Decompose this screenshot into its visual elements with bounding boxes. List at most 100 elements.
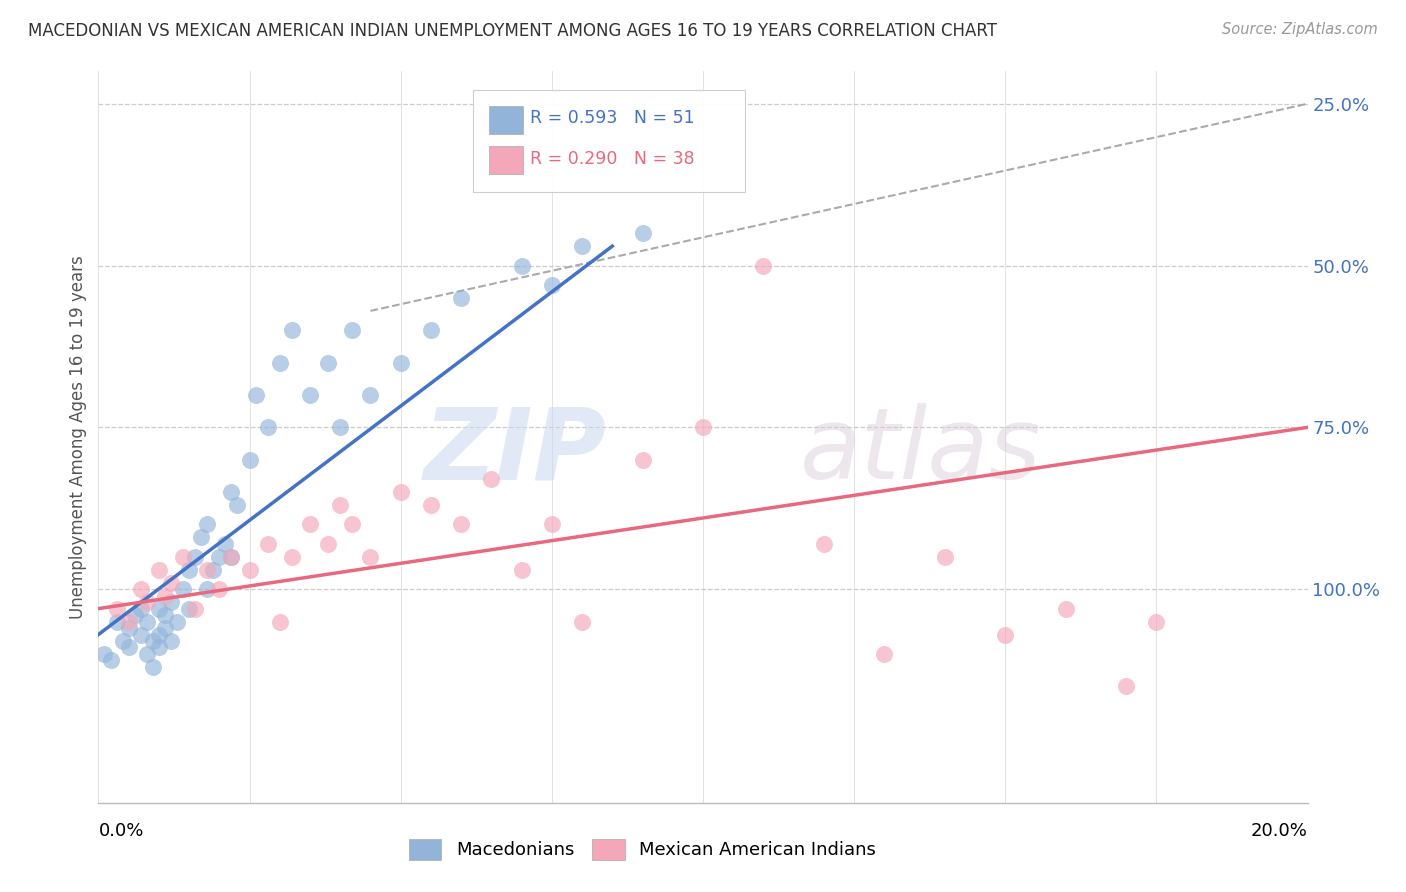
Point (195, 563, 218, 577)
Point (1146, 615, 1168, 629)
Point (135, 615, 157, 629)
Point (105, 601, 128, 615)
Point (148, 563, 170, 577)
Point (226, 498, 249, 512)
Point (281, 323, 304, 337)
Point (256, 420, 278, 434)
Text: 20.0%: 20.0% (1251, 822, 1308, 840)
Point (510, 259, 533, 273)
Point (420, 498, 443, 512)
Point (195, 517, 218, 532)
Legend: Macedonians, Mexican American Indians: Macedonians, Mexican American Indians (402, 831, 883, 867)
Point (142, 660, 165, 674)
Point (245, 388, 267, 402)
Point (221, 485, 243, 500)
Point (118, 615, 141, 629)
Point (124, 608, 146, 623)
Point (239, 452, 262, 467)
Point (221, 549, 243, 564)
Point (269, 356, 291, 370)
Point (153, 589, 176, 603)
Point (214, 537, 236, 551)
Point (118, 621, 141, 635)
Text: MACEDONIAN VS MEXICAN AMERICAN INDIAN UNEMPLOYMENT AMONG AGES 16 TO 19 YEARS COR: MACEDONIAN VS MEXICAN AMERICAN INDIAN UN… (28, 22, 997, 40)
Point (360, 388, 382, 402)
Point (752, 259, 775, 273)
Point (160, 595, 183, 609)
Point (184, 601, 207, 615)
Point (540, 277, 562, 292)
Point (1054, 601, 1077, 615)
Point (148, 640, 170, 655)
Point (190, 530, 212, 544)
Point (342, 517, 364, 532)
Point (172, 582, 194, 597)
Point (129, 601, 152, 615)
Point (540, 517, 562, 532)
Point (153, 608, 176, 623)
Point (142, 634, 165, 648)
Point (129, 627, 152, 641)
Point (239, 563, 262, 577)
Point (281, 549, 304, 564)
Point (450, 291, 472, 305)
Point (450, 517, 472, 532)
Point (208, 582, 231, 597)
Point (135, 647, 157, 661)
Point (172, 549, 194, 564)
Point (873, 647, 896, 661)
Text: Source: ZipAtlas.com: Source: ZipAtlas.com (1222, 22, 1378, 37)
Point (342, 323, 364, 337)
Point (631, 452, 654, 467)
Point (129, 582, 152, 597)
Point (105, 615, 128, 629)
Point (329, 498, 352, 512)
Point (571, 239, 593, 253)
Text: R = 0.593   N = 51: R = 0.593 N = 51 (530, 109, 695, 128)
Point (202, 563, 225, 577)
Point (692, 420, 714, 434)
Point (420, 323, 443, 337)
Point (256, 537, 278, 551)
Text: 0.0%: 0.0% (98, 822, 143, 840)
Point (166, 615, 188, 629)
Point (148, 601, 170, 615)
Point (111, 634, 134, 648)
Point (179, 563, 201, 577)
Point (208, 549, 231, 564)
Point (994, 627, 1017, 641)
Point (148, 627, 170, 641)
Point (135, 595, 157, 609)
Point (269, 615, 291, 629)
Bar (489, 106, 523, 134)
Point (195, 582, 218, 597)
Point (631, 226, 654, 240)
Point (221, 549, 243, 564)
Point (299, 388, 322, 402)
Point (329, 420, 352, 434)
Point (299, 517, 322, 532)
Point (179, 601, 201, 615)
Point (316, 356, 339, 370)
Point (160, 575, 183, 590)
FancyBboxPatch shape (474, 90, 745, 192)
Point (160, 634, 183, 648)
Point (316, 537, 339, 551)
Y-axis label: Unemployment Among Ages 16 to 19 years: Unemployment Among Ages 16 to 19 years (69, 255, 87, 619)
Point (1115, 679, 1137, 693)
Point (389, 356, 412, 370)
Point (184, 549, 207, 564)
Text: R = 0.290   N = 38: R = 0.290 N = 38 (530, 150, 695, 168)
Point (360, 549, 382, 564)
Point (510, 563, 533, 577)
Point (571, 615, 593, 629)
Point (153, 621, 176, 635)
Point (389, 485, 412, 500)
Point (100, 653, 122, 667)
Text: ZIP: ZIP (423, 403, 606, 500)
Point (93, 647, 115, 661)
Point (118, 640, 141, 655)
Text: atlas: atlas (800, 403, 1042, 500)
Point (934, 549, 956, 564)
Bar (489, 146, 523, 174)
